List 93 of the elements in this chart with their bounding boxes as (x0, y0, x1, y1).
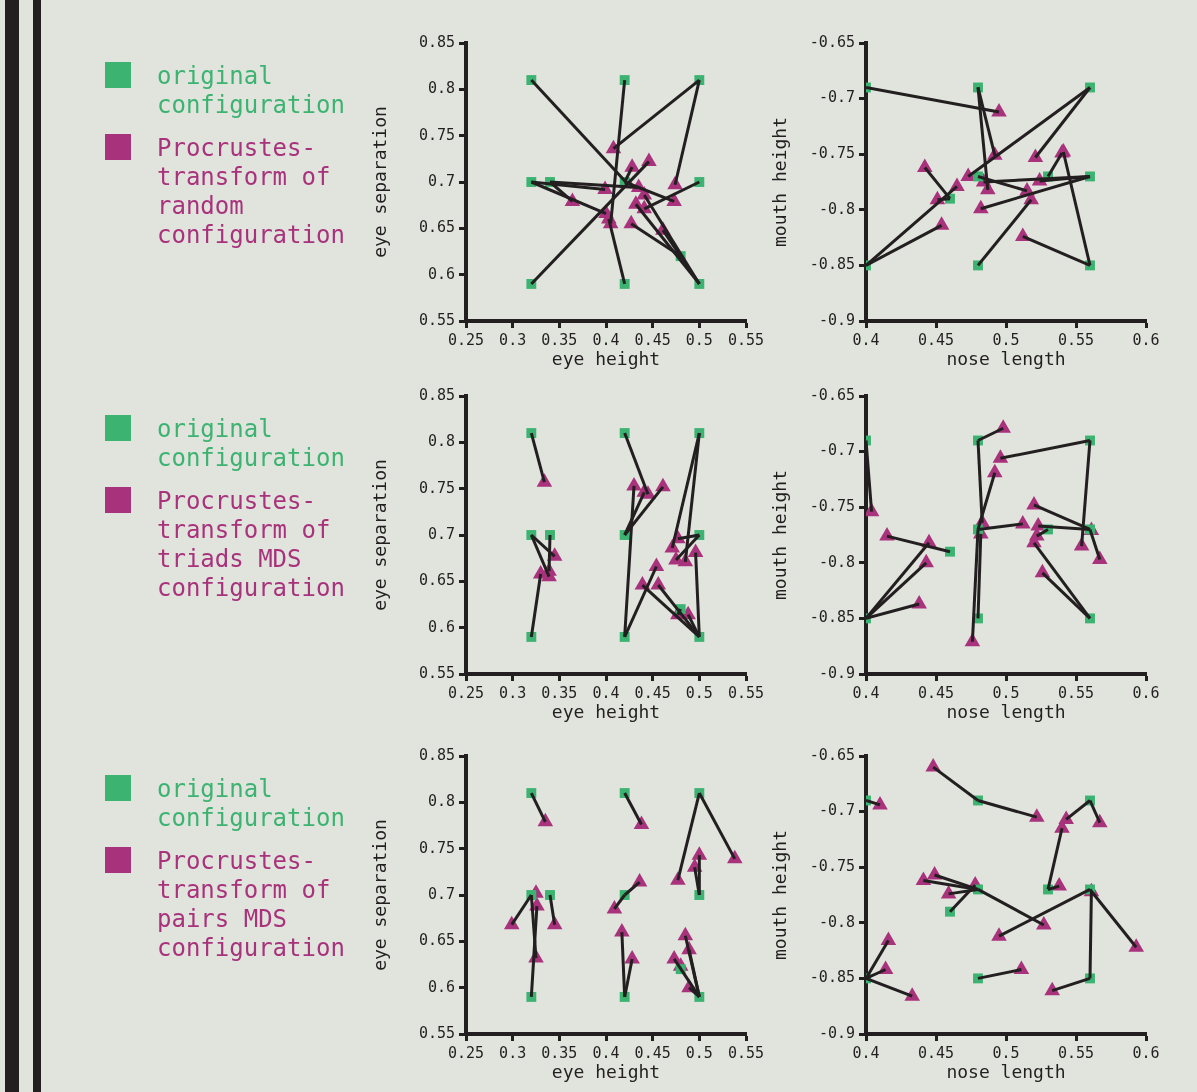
y-tick-label: 0.75 (418, 838, 455, 857)
x-axis-title: nose length (946, 347, 1066, 369)
x-tick-label: 0.6 (1132, 1043, 1160, 1062)
x-tick-label: 0.5 (992, 330, 1020, 349)
y-tick-label: -0.7 (818, 441, 855, 460)
x-tick-label: 0.6 (1132, 683, 1160, 702)
y-tick-label: 0.55 (418, 310, 455, 329)
x-tick-label: 0.45 (634, 683, 671, 702)
y-tick-label: 0.7 (427, 171, 455, 190)
x-tick-label: 0.55 (727, 330, 765, 349)
y-tick-label: -0.65 (809, 385, 855, 404)
x-axis-title: eye height (551, 347, 661, 369)
x-tick-label: 0.5 (685, 683, 713, 702)
x-tick-label: 0.45 (917, 683, 955, 702)
y-tick-label: -0.9 (818, 663, 855, 682)
y-axis-title: mouth height (769, 829, 791, 961)
text: original configuration (157, 415, 345, 472)
y-axis-title: mouth height (769, 469, 791, 601)
y-tick-label: 0.65 (418, 218, 455, 237)
y-tick-label: 0.6 (427, 617, 455, 636)
x-tick-label: 0.25 (447, 683, 485, 702)
x-axis-title: eye height (551, 1060, 661, 1082)
x-tick-label: 0.3 (499, 330, 527, 349)
legend-label: Procrustes-transform of random configuration (157, 134, 345, 249)
x-tick-label: 0.55 (1057, 1043, 1095, 1062)
x-tick-label: 0.45 (634, 330, 671, 349)
x-tick-label: 0.5 (685, 330, 713, 349)
x-tick-label: 0.35 (541, 683, 578, 702)
x-axis-title: nose length (946, 1060, 1066, 1082)
y-tick-label: -0.8 (818, 552, 855, 571)
y-tick-label: -0.75 (809, 857, 855, 876)
x-tick-label: 0.45 (917, 330, 955, 349)
y-tick-label: 0.65 (418, 571, 455, 590)
y-tick-label: -0.8 (818, 912, 855, 931)
legend-label: original configuration (157, 62, 345, 119)
y-axis-title: eye separation (369, 819, 391, 971)
x-tick-label: 0.4 (852, 683, 880, 702)
x-tick-label: 0.4 (852, 1043, 880, 1062)
y-tick-label: 0.8 (427, 432, 455, 451)
y-axis-title: mouth height (769, 116, 791, 248)
y-tick-label: -0.9 (818, 1023, 855, 1042)
x-tick-label: 0.4 (592, 330, 620, 349)
y-axis-title: eye separation (369, 106, 391, 258)
y-tick-label: -0.85 (809, 608, 855, 627)
y-tick-label: 0.8 (427, 792, 455, 811)
y-tick-label: 0.85 (418, 385, 455, 404)
y-tick-label: 0.55 (418, 663, 455, 682)
y-tick-label: 0.6 (427, 264, 455, 283)
y-tick-label: 0.7 (427, 884, 455, 903)
y-tick-label: -0.85 (809, 255, 855, 274)
y-tick-label: -0.9 (818, 310, 855, 329)
x-tick-label: 0.25 (447, 1043, 485, 1062)
y-tick-label: -0.85 (809, 968, 855, 987)
y-tick-label: 0.55 (418, 1023, 455, 1042)
y-tick-label: 0.75 (418, 478, 455, 497)
y-tick-label: 0.6 (427, 977, 455, 996)
x-tick-label: 0.35 (541, 330, 578, 349)
y-tick-label: 0.8 (427, 79, 455, 98)
x-tick-label: 0.55 (1057, 683, 1095, 702)
text: Procrustes-transform of triads MDS configuration (157, 487, 345, 602)
y-tick-label: 0.7 (427, 524, 455, 543)
y-tick-label: -0.75 (809, 497, 855, 516)
x-tick-label: 0.4 (852, 330, 880, 349)
y-tick-label: -0.65 (809, 745, 855, 764)
x-tick-label: 0.55 (727, 1043, 765, 1062)
x-tick-label: 0.5 (992, 1043, 1020, 1062)
y-axis-title: eye separation (369, 459, 391, 611)
x-tick-label: 0.55 (1057, 330, 1095, 349)
y-tick-label: -0.7 (818, 801, 855, 820)
legend-label: Procrustes-transform of pairs MDS configuration (157, 847, 345, 962)
x-tick-label: 0.4 (592, 1043, 620, 1062)
x-tick-label: 0.3 (499, 1043, 527, 1062)
x-tick-label: 0.45 (917, 1043, 955, 1062)
x-tick-label: 0.3 (499, 683, 527, 702)
x-axis-title: nose length (946, 700, 1066, 722)
y-tick-label: -0.7 (818, 88, 855, 107)
x-tick-label: 0.35 (541, 1043, 578, 1062)
x-tick-label: 0.25 (447, 330, 485, 349)
y-tick-label: -0.8 (818, 199, 855, 218)
x-tick-label: 0.45 (634, 1043, 671, 1062)
x-tick-label: 0.4 (592, 683, 620, 702)
legend-label: original configuration (157, 775, 345, 832)
y-tick-label: 0.85 (418, 745, 455, 764)
x-tick-label: 0.55 (727, 683, 765, 702)
x-tick-label: 0.5 (992, 683, 1020, 702)
x-tick-label: 0.5 (685, 1043, 713, 1062)
y-tick-label: -0.75 (809, 144, 855, 163)
y-tick-label: 0.65 (418, 931, 455, 950)
x-tick-label: 0.6 (1132, 330, 1160, 349)
x-axis-title: eye height (551, 700, 661, 722)
y-tick-label: -0.65 (809, 32, 855, 51)
y-tick-label: 0.85 (418, 32, 455, 51)
y-tick-label: 0.75 (418, 125, 455, 144)
